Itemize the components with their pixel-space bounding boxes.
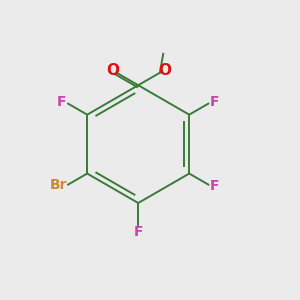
Text: Br: Br: [50, 178, 67, 192]
Text: O: O: [106, 63, 119, 78]
Text: F: F: [134, 225, 143, 239]
Text: F: F: [210, 95, 219, 110]
Text: O: O: [158, 63, 171, 78]
Text: F: F: [210, 179, 219, 193]
Text: F: F: [57, 95, 67, 110]
